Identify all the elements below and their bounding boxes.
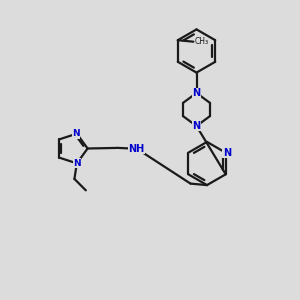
Text: CH₃: CH₃ [195, 37, 209, 46]
Text: N: N [73, 159, 81, 168]
Text: NH: NH [128, 143, 145, 154]
Text: N: N [72, 129, 80, 138]
Text: N: N [192, 88, 201, 98]
Text: N: N [192, 121, 201, 131]
Text: N: N [223, 148, 231, 158]
